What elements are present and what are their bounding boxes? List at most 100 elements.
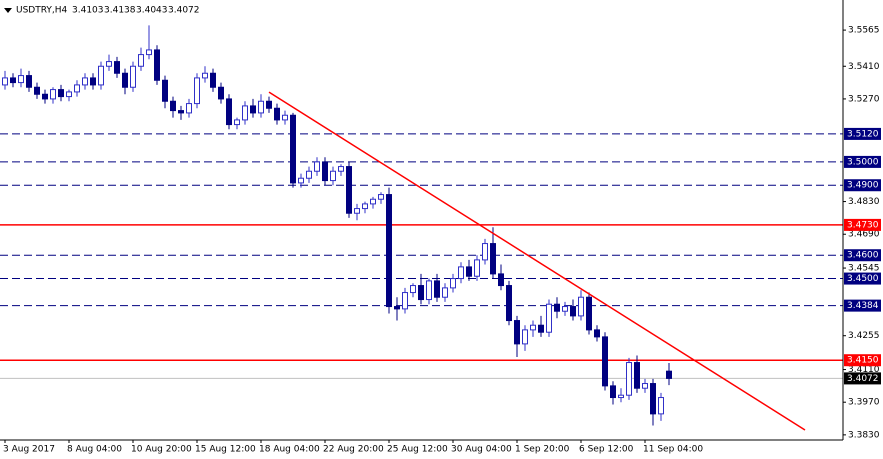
candle-body: [58, 89, 64, 98]
candle-body: [658, 397, 664, 415]
level-label: 3.4384: [847, 301, 879, 311]
candle-body: [466, 266, 472, 277]
y-tick-label: 3.4830: [848, 197, 880, 207]
level-label: 3.5000: [847, 157, 879, 167]
level-label: 3.4730: [847, 220, 879, 230]
candle-body: [434, 280, 440, 298]
candle-body: [138, 54, 144, 67]
level-label-box: [844, 272, 881, 285]
candle-body: [178, 110, 184, 114]
y-tick-label: 3.5270: [848, 94, 880, 104]
candle-body: [586, 296, 592, 331]
candle-body: [410, 285, 416, 294]
y-tick-label: 3.3830: [848, 430, 880, 440]
candle-body: [66, 91, 72, 98]
candle-body: [298, 177, 304, 184]
level-label: 3.4600: [847, 251, 879, 261]
plot-area: [0, 25, 843, 431]
candle-body: [554, 303, 560, 312]
header-value: 3.4072: [168, 6, 200, 16]
candle-body: [562, 306, 568, 312]
level-label-box: [844, 354, 881, 367]
candle-body: [146, 49, 152, 56]
candle-body: [250, 105, 256, 114]
candle-body: [106, 61, 112, 67]
candle-body: [482, 243, 488, 261]
candle-body: [266, 100, 272, 109]
candle-body: [386, 194, 392, 308]
candle-body: [290, 114, 296, 184]
candle-body: [42, 93, 48, 100]
level-label-box: [844, 127, 881, 140]
x-tick-label: 30 Aug 04:00: [451, 445, 512, 455]
candle-body: [522, 329, 528, 345]
level-label-box: [844, 155, 881, 168]
x-tick-label: 22 Aug 20:00: [323, 445, 384, 455]
x-tick-label: 3 Aug 2017: [3, 445, 55, 455]
candle-body: [474, 259, 480, 277]
y-tick-label: 3.4545: [848, 264, 880, 274]
candle-body: [426, 280, 432, 301]
candle-body: [202, 72, 208, 79]
candle-body: [10, 77, 16, 84]
candle-body: [282, 114, 288, 121]
candle-body: [34, 86, 40, 95]
candle-body: [242, 105, 248, 121]
candle-body: [578, 296, 584, 317]
candle-body: [498, 273, 504, 287]
level-label: 3.4150: [847, 356, 879, 366]
level-label: 3.4900: [847, 181, 879, 191]
candle-body: [210, 72, 216, 88]
candle-body: [170, 100, 176, 112]
candle-body: [122, 72, 128, 88]
x-tick-label: 15 Aug 12:00: [195, 445, 256, 455]
candle-body: [594, 329, 600, 338]
candle-body: [218, 86, 224, 100]
candle-body: [418, 285, 424, 301]
candle-body: [570, 306, 576, 317]
candle-body: [370, 198, 376, 205]
candle-body: [362, 203, 368, 210]
level-label-box: [844, 372, 881, 385]
candle-body: [602, 336, 608, 387]
candle-body: [402, 292, 408, 310]
candle-body: [506, 285, 512, 322]
candle-body: [18, 75, 24, 84]
level-label: 3.4072: [847, 374, 879, 384]
level-label-box: [844, 299, 881, 312]
candle-body: [314, 161, 320, 172]
y-tick-label: 3.4110: [848, 365, 880, 375]
menu-arrow[interactable]: [4, 8, 12, 13]
candle-body: [162, 79, 168, 102]
candle-body: [490, 243, 496, 275]
candle-body: [530, 324, 536, 331]
candle-body: [130, 65, 136, 88]
candle-body: [322, 161, 328, 182]
y-tick-label: 3.4690: [848, 230, 880, 240]
candle-body: [538, 324, 544, 333]
candle-body: [330, 170, 336, 182]
x-tick-label: 25 Aug 12:00: [387, 445, 448, 455]
candle-body: [306, 170, 312, 179]
level-label-box: [844, 179, 881, 192]
candle-body: [226, 98, 232, 126]
candle-body: [458, 266, 464, 280]
candle-body: [394, 306, 400, 310]
level-label: 3.5120: [847, 129, 879, 139]
header-value: 3.4043: [136, 6, 168, 16]
candle-body: [258, 100, 264, 114]
x-tick-label: 8 Aug 04:00: [67, 445, 122, 455]
candle-body: [346, 166, 352, 214]
header-value: 3.4103: [72, 6, 104, 16]
candle-body: [114, 61, 120, 74]
candle-body: [514, 320, 520, 345]
x-tick-label: 6 Sep 12:00: [579, 445, 634, 455]
candle-body: [90, 77, 96, 86]
header-value: 3.4138: [104, 6, 136, 16]
candle-body: [98, 65, 104, 86]
candle-body: [442, 287, 448, 298]
candle-body: [610, 385, 616, 399]
chart-title: USDTRY,H4: [16, 6, 68, 16]
candle-body: [26, 75, 32, 88]
